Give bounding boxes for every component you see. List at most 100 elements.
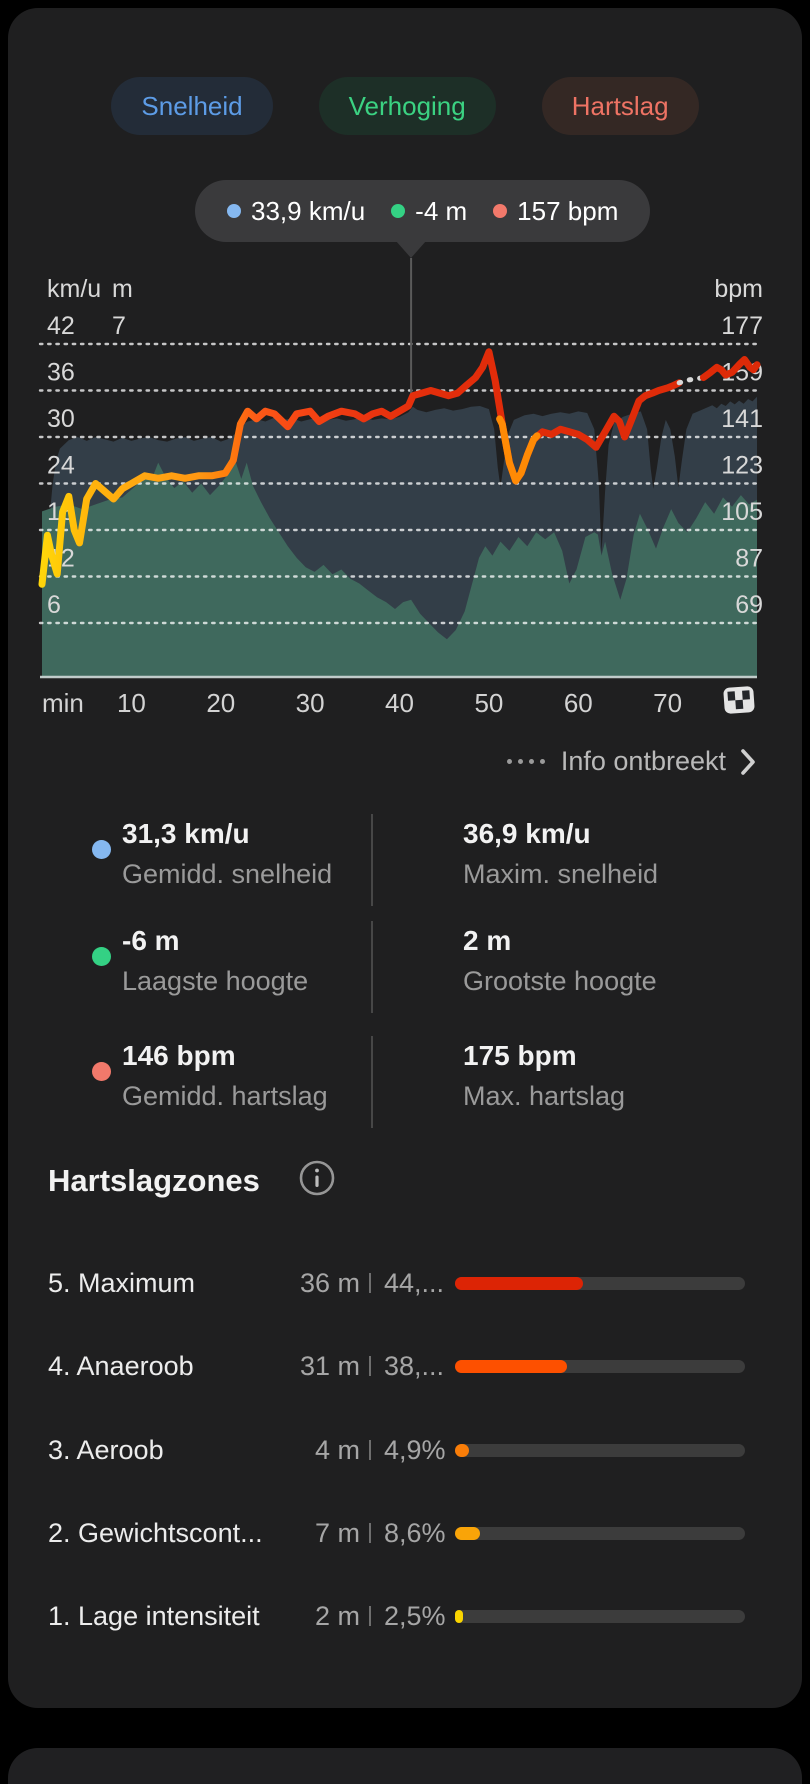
heartrate-line-dip xyxy=(496,415,541,485)
elevation-axis-tick: 7 xyxy=(112,312,126,340)
info-missing-link[interactable]: Info ontbreekt xyxy=(506,746,757,777)
zone-row-maximum: 5. Maximum 36 m 44,... xyxy=(48,1266,762,1300)
stats-row-heartrate: 146 bpm Gemidd. hartslag 175 bpm Max. ha… xyxy=(0,1036,810,1140)
bpm-axis-unit: bpm xyxy=(714,275,763,303)
heartrate-dot-icon xyxy=(493,204,508,218)
speed-dot-icon xyxy=(227,204,241,218)
min-elevation-value: -6 m xyxy=(122,925,180,956)
bpm-axis-tick: 141 xyxy=(721,405,763,433)
workout-detail-card xyxy=(8,8,802,1708)
zone-label: 3. Aeroob xyxy=(48,1435,164,1465)
max-elevation-label: Grootste hoogte xyxy=(463,966,657,996)
zone-bar-fill xyxy=(455,1277,583,1290)
heartrate-dot-icon xyxy=(92,1062,111,1081)
elevation-axis-unit: m xyxy=(112,275,133,303)
tab-hartslag[interactable]: Hartslag xyxy=(541,77,699,135)
max-heartrate-label: Max. hartslag xyxy=(463,1081,626,1111)
zone-label: 2. Gewichtscont... xyxy=(48,1518,263,1548)
x-axis-tick: 10 xyxy=(117,688,146,718)
info-icon[interactable] xyxy=(297,1158,337,1198)
avg-heartrate-label: Gemidd. hartslag xyxy=(122,1081,328,1111)
speed-axis-tick: 30 xyxy=(47,405,75,433)
zone-percent: 44,... xyxy=(384,1268,445,1298)
heartrate-missing-segment xyxy=(676,375,706,386)
zone-bar-fill xyxy=(455,1444,469,1457)
zone-duration: 7 m xyxy=(314,1518,360,1548)
tooltip-elevation: -4 m xyxy=(391,196,467,227)
divider xyxy=(371,814,373,906)
avg-speed-label: Gemidd. snelheid xyxy=(122,859,333,889)
zone-bar-fill xyxy=(455,1527,480,1540)
zone-row-gewichtscontrole: 2. Gewichtscont... 7 m 8,6% xyxy=(48,1516,762,1550)
divider xyxy=(369,1356,371,1376)
x-axis-tick: 30 xyxy=(296,688,325,718)
dotted-line-icon xyxy=(506,759,545,764)
divider xyxy=(371,1036,373,1128)
divider xyxy=(369,1273,371,1293)
bpm-axis-tick: 69 xyxy=(735,591,763,619)
x-axis-tick: 20 xyxy=(206,688,235,718)
tooltip-pointer xyxy=(396,241,426,258)
chart-tooltip: 33,9 km/u -4 m 157 bpm xyxy=(195,180,651,242)
x-axis-tick: 70 xyxy=(653,688,682,718)
speed-axis-tick: 36 xyxy=(47,359,75,387)
tooltip-speed-value: 33,9 km/u xyxy=(251,195,366,226)
tab-snelheid[interactable]: Snelheid xyxy=(111,77,273,135)
tooltip-heartrate-value: 157 bpm xyxy=(517,195,619,226)
x-axis-tick: 50 xyxy=(474,688,503,718)
zone-label: 1. Lage intensiteit xyxy=(48,1601,260,1631)
stats-row-speed: 31,3 km/u Gemidd. snelheid 36,9 km/u Max… xyxy=(0,814,810,918)
finish-flag-icon xyxy=(723,686,755,714)
tooltip-speed: 33,9 km/u xyxy=(227,196,365,227)
tooltip-elevation-value: -4 m xyxy=(415,195,468,226)
elevation-dot-icon xyxy=(92,947,111,966)
divider xyxy=(371,921,373,1013)
tab-verhoging[interactable]: Verhoging xyxy=(318,77,496,135)
metric-tabs: Snelheid Verhoging Hartslag xyxy=(0,77,810,135)
x-axis-unit: min xyxy=(42,688,84,718)
zone-bar xyxy=(455,1444,745,1457)
x-axis-tick: 40 xyxy=(385,688,414,718)
speed-axis-unit: km/u xyxy=(47,275,101,303)
zone-label: 4. Anaeroob xyxy=(48,1351,194,1381)
max-elevation-value: 2 m xyxy=(463,925,512,956)
zone-duration: 36 m xyxy=(299,1268,360,1298)
zone-duration: 31 m xyxy=(299,1351,360,1381)
info-missing-label: Info ontbreekt xyxy=(560,746,726,776)
avg-speed-value: 31,3 km/u xyxy=(122,818,250,849)
zone-percent: 8,6% xyxy=(384,1518,446,1548)
zone-bar xyxy=(455,1360,745,1373)
stats-row-elevation: -6 m Laagste hoogte 2 m Grootste hoogte xyxy=(0,921,810,1025)
zone-percent: 2,5% xyxy=(384,1601,446,1631)
zone-percent: 4,9% xyxy=(384,1435,446,1465)
elevation-dot-icon xyxy=(391,204,406,218)
bpm-axis-tick: 123 xyxy=(721,452,763,480)
speed-axis-tick: 24 xyxy=(47,452,75,480)
heartrate-zones-title: Hartslagzones xyxy=(48,1163,260,1198)
tooltip-heartrate: 157 bpm xyxy=(493,196,618,227)
avg-heartrate-value: 146 bpm xyxy=(122,1040,236,1071)
zone-bar-fill xyxy=(455,1360,567,1373)
speed-dot-icon xyxy=(92,840,111,859)
divider xyxy=(369,1523,371,1543)
max-speed-value: 36,9 km/u xyxy=(463,818,591,849)
max-heartrate-value: 175 bpm xyxy=(463,1040,577,1071)
max-speed-label: Maxim. snelheid xyxy=(463,859,659,889)
divider xyxy=(369,1440,371,1460)
zone-row-lage-intensiteit: 1. Lage intensiteit 2 m 2,5% xyxy=(48,1599,762,1633)
next-card xyxy=(8,1748,802,1784)
bpm-axis-tick: 87 xyxy=(735,545,763,573)
zone-percent: 38,... xyxy=(384,1351,445,1381)
zone-bar xyxy=(455,1277,745,1290)
speed-axis-tick: 42 xyxy=(47,312,75,340)
heartrate-line-end xyxy=(699,356,761,382)
zone-bar xyxy=(455,1610,745,1623)
speed-axis-tick: 6 xyxy=(47,591,61,619)
zone-row-anaeroob: 4. Anaeroob 31 m 38,... xyxy=(48,1349,762,1383)
zone-bar-fill xyxy=(455,1610,463,1623)
zone-row-aeroob: 3. Aeroob 4 m 4,9% xyxy=(48,1433,762,1467)
chevron-right-icon xyxy=(741,748,755,775)
bpm-axis-tick: 177 xyxy=(721,312,763,340)
